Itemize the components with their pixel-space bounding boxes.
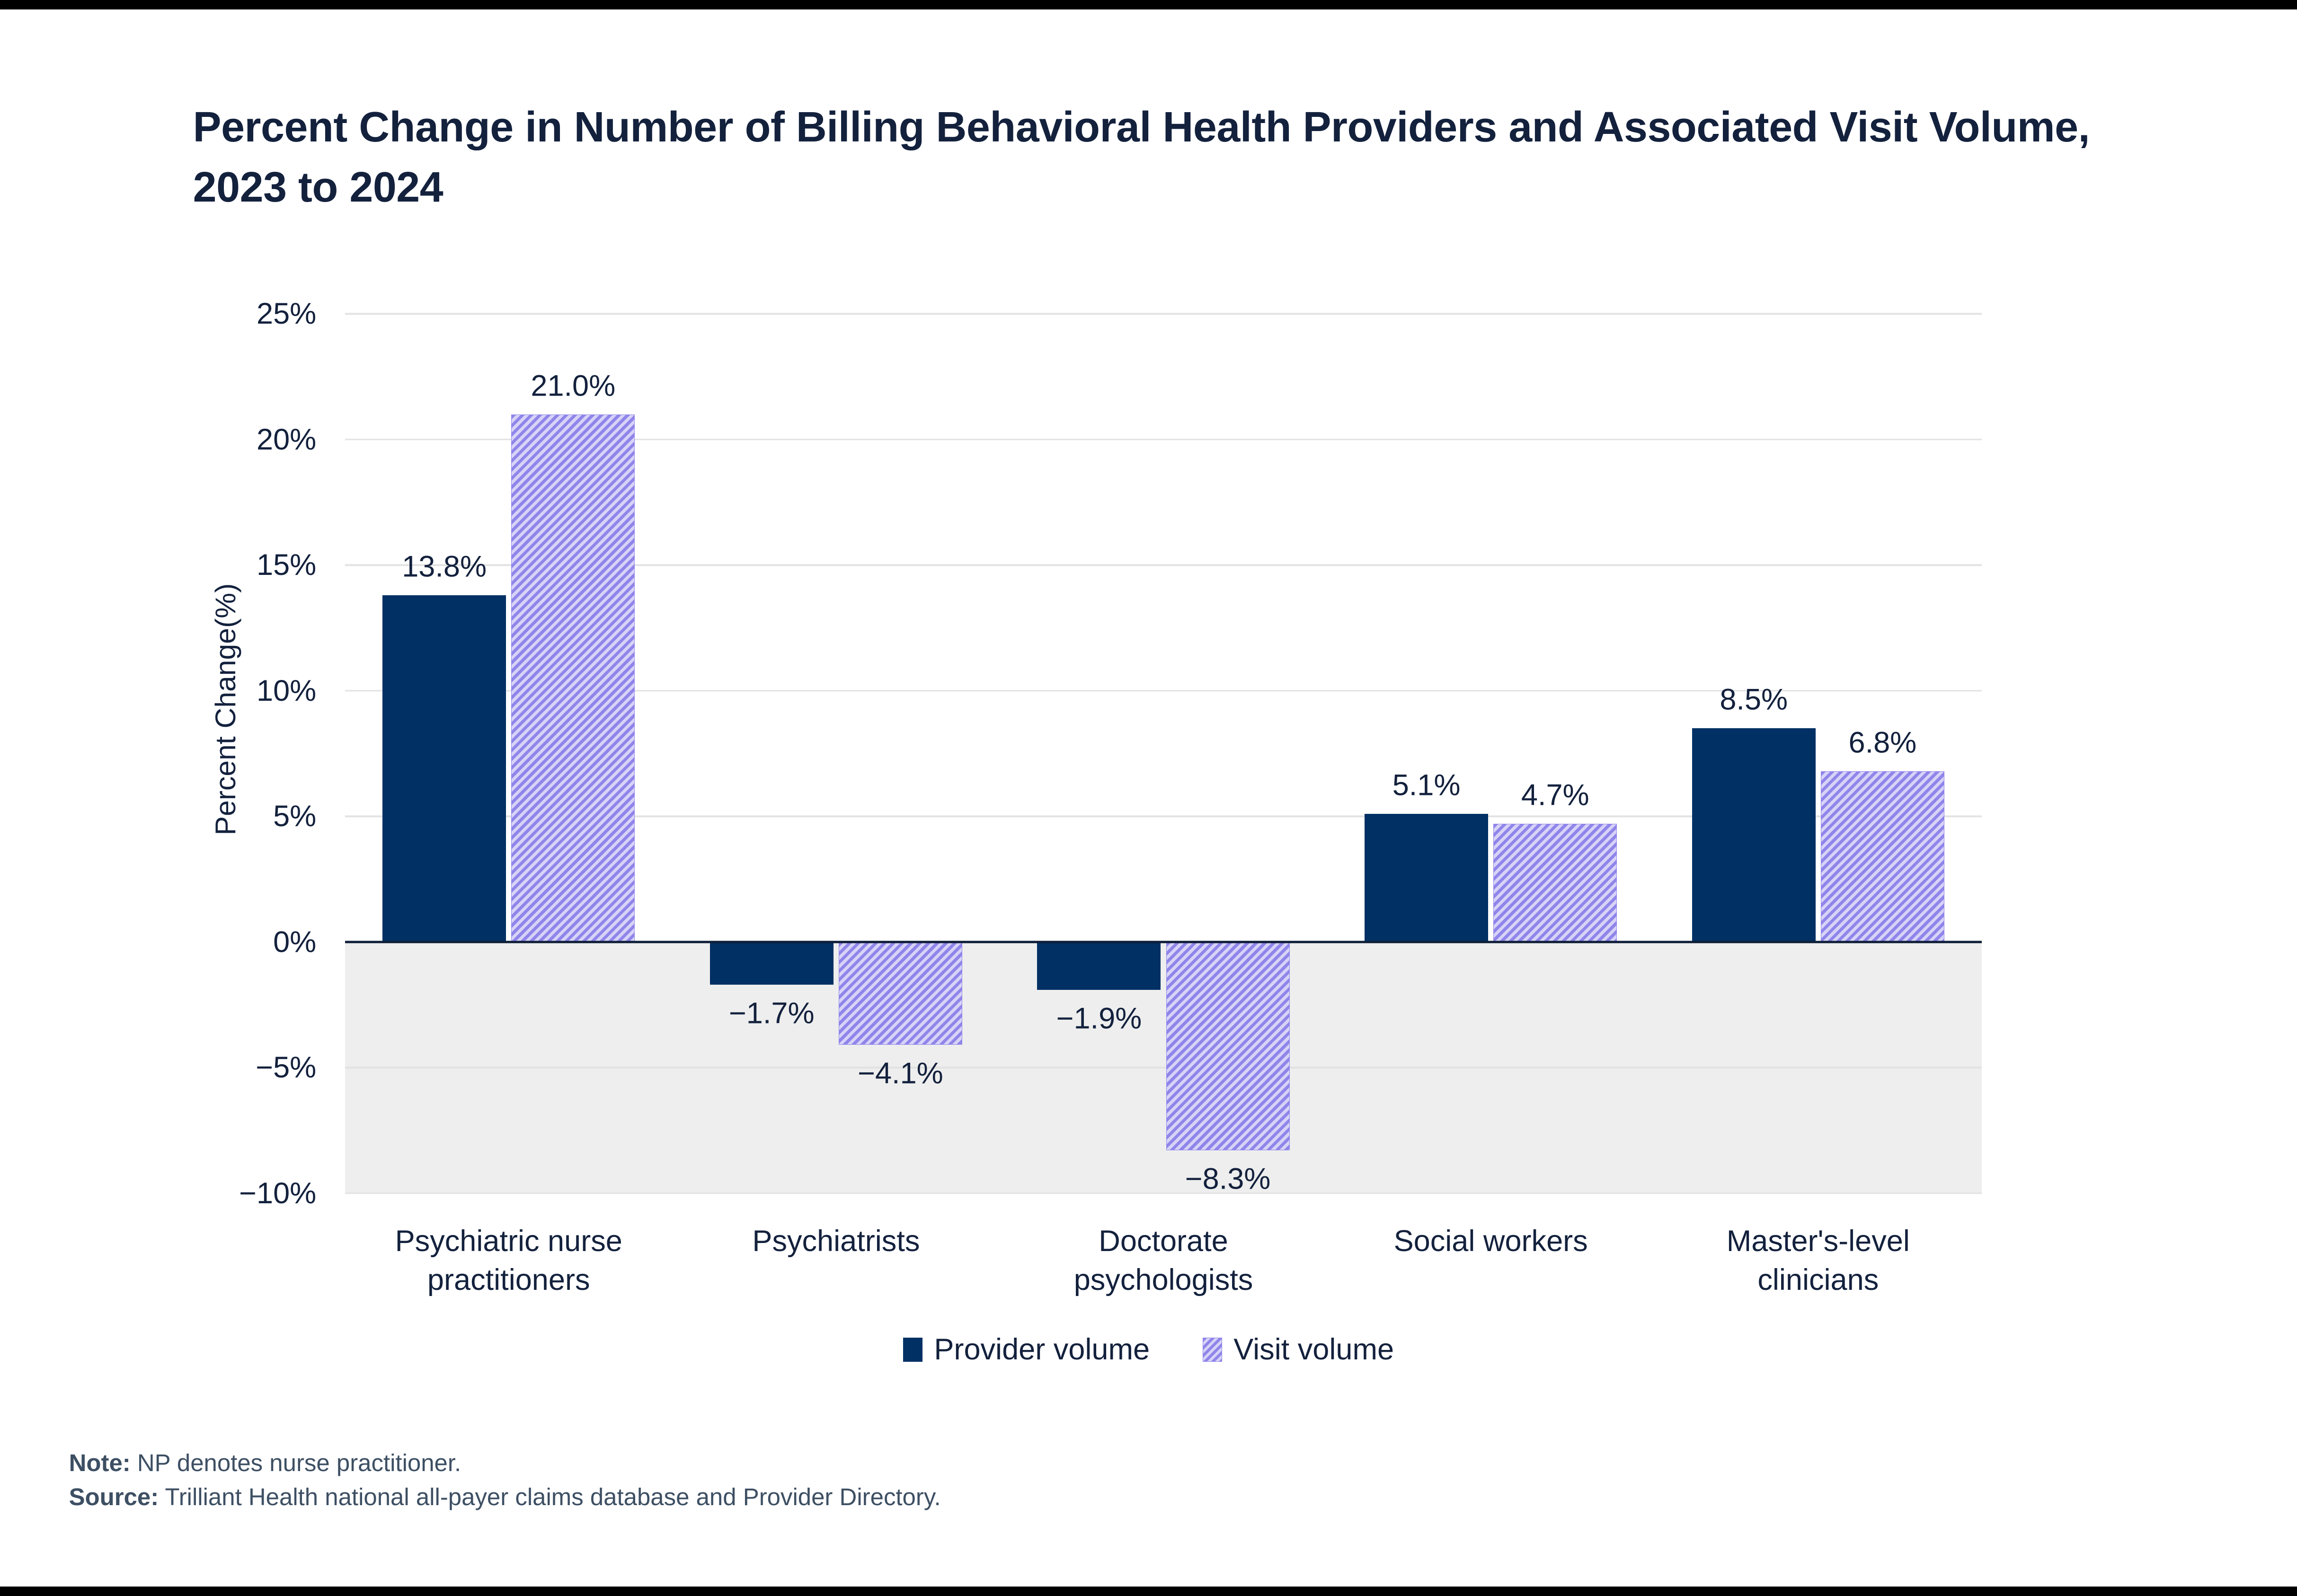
bar-provider-volume-social-workers (1365, 813, 1489, 942)
category-label-line: Psychiatric nurse (395, 1225, 622, 1258)
category-label-line: practitioners (427, 1263, 590, 1297)
bar-visit-volume-psychiatric-nurse-practitioners (511, 414, 635, 942)
bar-value-label-visit-volume-psychiatrists: −4.1% (858, 1057, 943, 1090)
source-label: Source: (69, 1483, 159, 1511)
y-tick-label-20: 20% (257, 423, 317, 456)
source-text: Trilliant Health national all-payer clai… (159, 1483, 941, 1511)
legend-marker-visit-volume (1202, 1337, 1222, 1362)
category-label-psychiatrists: Psychiatrists (752, 1222, 920, 1261)
top-border-bar (0, 0, 2297, 10)
y-axis-title: Percent Change(%) (209, 583, 242, 836)
bar-value-label-provider-volume-social-workers: 5.1% (1392, 768, 1461, 802)
bar-provider-volume-psychiatric-nurse-practitioners (382, 595, 506, 942)
category-label-psychiatric-nurse-practitioners: Psychiatric nurse practitioners (395, 1222, 622, 1299)
bar-value-label-visit-volume-social-workers: 4.7% (1521, 778, 1589, 812)
chart-title-line: 2023 to 2024 (193, 164, 443, 212)
y-tick-label--10: −10% (239, 1176, 317, 1210)
legend-item-visit-volume: Visit volume (1202, 1332, 1394, 1367)
source-line: Source: Trilliant Health national all-pa… (69, 1480, 2137, 1514)
bar-provider-volume-psychiatrists (709, 942, 834, 985)
chart-title-line: Percent Change in Number of Billing Beha… (193, 103, 2090, 151)
category-label-doctorate-psychologists: Doctorate psychologists (1074, 1222, 1253, 1299)
bar-visit-volume-social-workers (1493, 824, 1617, 942)
y-tick-label-5: 5% (273, 800, 317, 833)
gridline-15 (345, 564, 1982, 566)
category-label-line: Social workers (1393, 1225, 1588, 1258)
legend-label-provider-volume: Provider volume (934, 1333, 1150, 1367)
bar-provider-volume-master-s-level-clinicians (1692, 728, 1816, 942)
gridline-10 (345, 689, 1982, 692)
y-tick-label-10: 10% (257, 674, 317, 707)
chart-title: Percent Change in Number of Billing Beha… (193, 97, 2100, 218)
footer-notes: Note: NP denotes nurse practitioner. Sou… (69, 1446, 2137, 1515)
y-tick-label-0: 0% (273, 925, 317, 959)
category-label-master-s-level-clinicians: Master's-level clinicians (1727, 1222, 1910, 1299)
gridline--5 (345, 1067, 1982, 1068)
bar-provider-volume-doctorate-psychologists (1037, 942, 1161, 990)
category-label-line: Master's-level (1726, 1225, 1910, 1258)
category-label-line: Doctorate (1099, 1225, 1228, 1258)
bar-value-label-visit-volume-doctorate-psychologists: −8.3% (1185, 1162, 1271, 1196)
bar-value-label-provider-volume-psychiatrists: −1.7% (728, 996, 815, 1030)
legend-marker-provider-volume (903, 1337, 923, 1362)
bar-value-label-provider-volume-master-s-level-clinicians: 8.5% (1720, 683, 1788, 716)
legend-label-visit-volume: Visit volume (1233, 1333, 1394, 1367)
gridline-5 (345, 815, 1982, 817)
gridline-20 (345, 438, 1982, 441)
category-label-line: clinicians (1757, 1263, 1879, 1297)
bottom-border-bar (0, 1586, 2297, 1596)
gridline-25 (345, 313, 1982, 315)
bar-value-label-visit-volume-master-s-level-clinicians: 6.8% (1848, 726, 1917, 759)
y-tick-label-15: 15% (257, 548, 317, 582)
category-label-social-workers: Social workers (1394, 1222, 1588, 1261)
category-label-line: psychologists (1073, 1263, 1253, 1297)
x-axis-zero-line (345, 940, 1982, 943)
bar-visit-volume-master-s-level-clinicians (1820, 771, 1944, 942)
note-text: NP denotes nurse practitioner. (130, 1449, 461, 1476)
note-line: Note: NP denotes nurse practitioner. (69, 1446, 2137, 1480)
note-label: Note: (69, 1449, 131, 1476)
bar-visit-volume-psychiatrists (838, 942, 962, 1045)
legend-item-provider-volume: Provider volume (903, 1332, 1150, 1367)
legend: Provider volume Visit volume (0, 1332, 2297, 1367)
plot-area: Percent Change(%) 25% 20% 15% 10% 5% 0% −5% −10… (209, 297, 1982, 1296)
bar-visit-volume-doctorate-psychologists (1166, 942, 1290, 1151)
category-label-line: Psychiatrists (752, 1225, 920, 1258)
y-tick-label-25: 25% (257, 297, 317, 331)
bar-value-label-provider-volume-doctorate-psychologists: −1.9% (1056, 1001, 1142, 1035)
bar-value-label-visit-volume-psychiatric-nurse-practitioners: 21.0% (531, 369, 616, 403)
bar-value-label-provider-volume-psychiatric-nurse-practitioners: 13.8% (402, 550, 487, 583)
y-tick-label--5: −5% (256, 1051, 317, 1085)
gridline--10 (345, 1192, 1982, 1194)
